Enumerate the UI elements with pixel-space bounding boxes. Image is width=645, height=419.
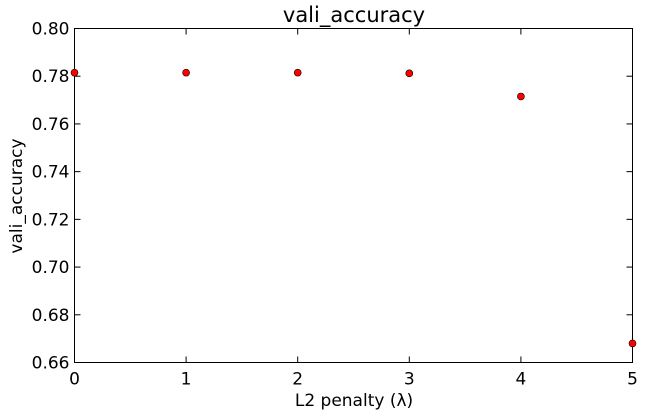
data-point [293,68,302,77]
x-tick-label: 3 [404,370,415,390]
data-point [405,69,414,78]
x-tick-label: 1 [181,370,192,390]
y-tick-label: 0.72 [32,210,70,230]
data-point [182,68,190,77]
y-axis-label: vali_accuracy [7,138,27,253]
data-point [628,339,637,348]
x-tick-label: 5 [627,370,638,390]
y-tick-label: 0.76 [32,115,70,135]
y-axis: 0.66 0.68 0.70 0.72 0.74 0.76 0.78 0.80 [32,20,633,374]
x-tick-label: 0 [69,370,80,390]
chart-title: vali_accuracy [283,3,425,28]
x-axis: 0 1 2 3 4 5 [69,28,638,390]
x-axis-label: L2 penalty (λ) [295,391,413,411]
y-tick-label: 0.70 [32,258,70,278]
x-tick-label: 2 [292,370,303,390]
data-point [517,92,525,101]
y-tick-label: 0.68 [32,306,70,326]
y-tick-label: 0.74 [32,163,70,183]
x-tick-label: 4 [515,370,526,390]
data-points [70,68,637,348]
y-tick-label: 0.66 [32,354,70,374]
y-tick-label: 0.80 [32,20,70,40]
plot-frame [74,28,633,363]
y-tick-label: 0.78 [32,67,70,87]
data-point [70,68,79,77]
